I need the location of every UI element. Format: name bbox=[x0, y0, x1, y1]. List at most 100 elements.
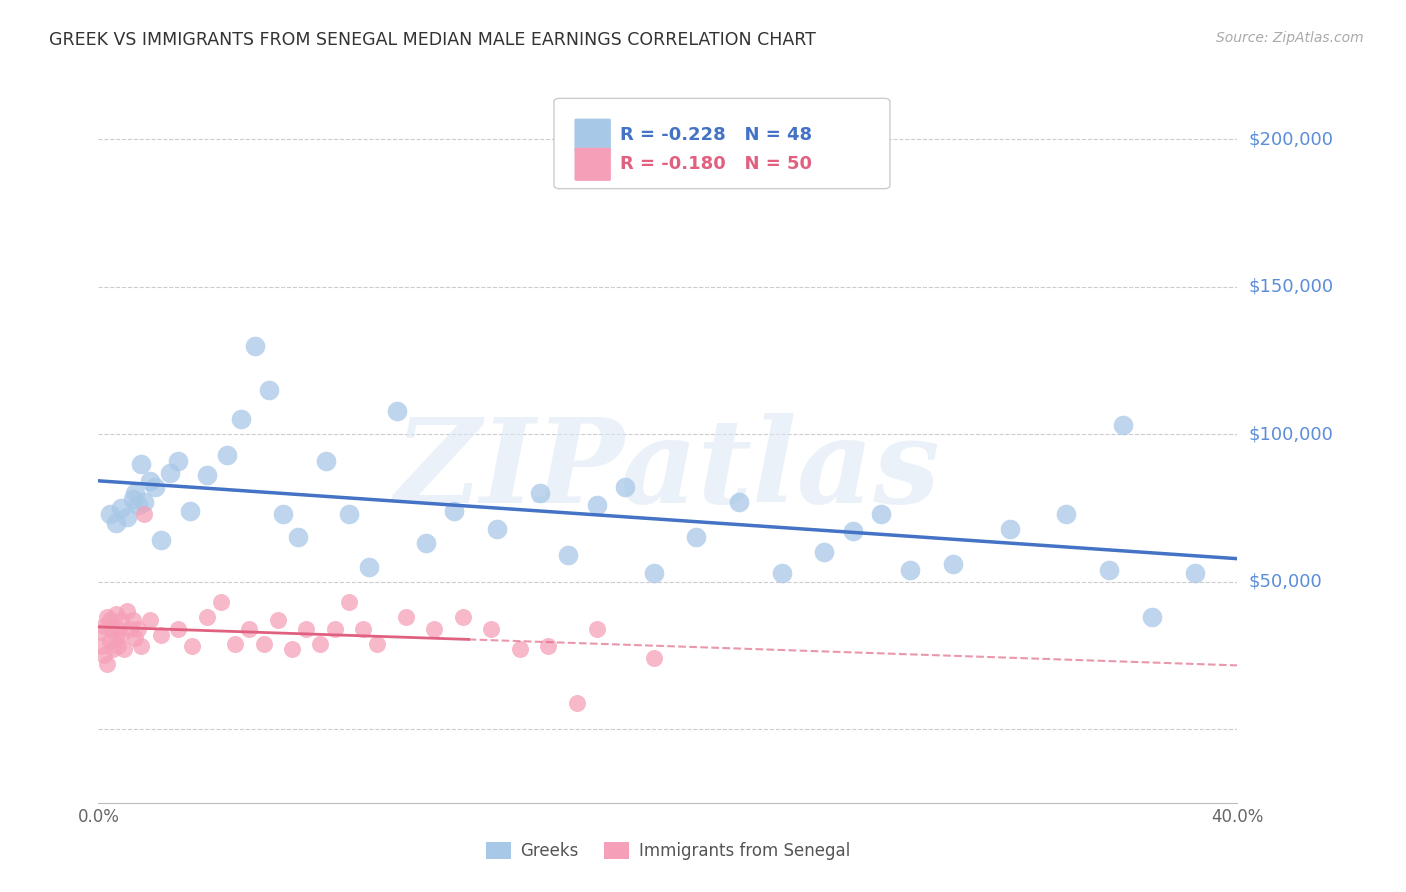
Point bbox=[387, 403, 409, 417]
Point bbox=[898, 563, 921, 577]
Point bbox=[252, 636, 274, 650]
Text: R = -0.228   N = 48: R = -0.228 N = 48 bbox=[620, 126, 813, 145]
Point bbox=[229, 412, 252, 426]
Point bbox=[315, 453, 337, 467]
Point bbox=[998, 522, 1021, 536]
Point bbox=[259, 383, 281, 397]
Point bbox=[138, 613, 160, 627]
Point bbox=[150, 533, 173, 548]
Point bbox=[93, 619, 115, 633]
Point bbox=[267, 613, 290, 627]
Point bbox=[585, 622, 607, 636]
Point bbox=[132, 507, 155, 521]
Point bbox=[167, 622, 190, 636]
Point bbox=[585, 498, 607, 512]
Text: $150,000: $150,000 bbox=[1249, 277, 1333, 296]
Point bbox=[509, 642, 531, 657]
Point bbox=[138, 475, 160, 489]
Point bbox=[357, 560, 380, 574]
Point bbox=[565, 696, 588, 710]
Point bbox=[323, 622, 346, 636]
Point bbox=[96, 610, 118, 624]
Point bbox=[295, 622, 318, 636]
Point bbox=[124, 486, 146, 500]
Point bbox=[1140, 610, 1163, 624]
Point bbox=[842, 524, 865, 539]
Point bbox=[159, 466, 181, 480]
Point bbox=[104, 631, 127, 645]
Point bbox=[870, 507, 893, 521]
Point bbox=[337, 507, 360, 521]
Point bbox=[942, 557, 965, 571]
Point bbox=[1098, 563, 1121, 577]
Point bbox=[614, 480, 637, 494]
Legend: Greeks, Immigrants from Senegal: Greeks, Immigrants from Senegal bbox=[479, 835, 856, 867]
Point bbox=[813, 545, 835, 559]
Point bbox=[98, 507, 121, 521]
Point bbox=[93, 648, 115, 663]
Point bbox=[281, 642, 304, 657]
Point bbox=[238, 622, 260, 636]
Point bbox=[112, 642, 135, 657]
Point bbox=[110, 500, 132, 515]
Point bbox=[415, 536, 437, 550]
Point bbox=[115, 509, 138, 524]
Point bbox=[90, 624, 112, 639]
Point bbox=[118, 622, 141, 636]
Point bbox=[557, 548, 579, 562]
Point bbox=[167, 453, 190, 467]
Text: $100,000: $100,000 bbox=[1249, 425, 1333, 443]
Point bbox=[104, 607, 127, 621]
Text: GREEK VS IMMIGRANTS FROM SENEGAL MEDIAN MALE EARNINGS CORRELATION CHART: GREEK VS IMMIGRANTS FROM SENEGAL MEDIAN … bbox=[49, 31, 815, 49]
Point bbox=[121, 491, 143, 506]
Point bbox=[451, 610, 474, 624]
Point bbox=[643, 651, 665, 665]
Point bbox=[127, 622, 149, 636]
Point bbox=[121, 613, 143, 627]
Point bbox=[224, 636, 246, 650]
FancyBboxPatch shape bbox=[575, 148, 612, 181]
Point bbox=[423, 622, 446, 636]
Point bbox=[96, 657, 118, 672]
Point bbox=[132, 495, 155, 509]
Point bbox=[195, 610, 218, 624]
Point bbox=[127, 498, 149, 512]
Point bbox=[129, 640, 152, 654]
Point bbox=[273, 507, 295, 521]
Point bbox=[395, 610, 418, 624]
FancyBboxPatch shape bbox=[575, 119, 612, 152]
Point bbox=[115, 604, 138, 618]
Point bbox=[98, 613, 121, 627]
Point bbox=[685, 530, 707, 544]
Text: ZIPatlas: ZIPatlas bbox=[395, 413, 941, 528]
Text: Source: ZipAtlas.com: Source: ZipAtlas.com bbox=[1216, 31, 1364, 45]
Point bbox=[181, 640, 204, 654]
Point bbox=[110, 628, 132, 642]
Point bbox=[243, 339, 266, 353]
Point bbox=[486, 522, 509, 536]
Point bbox=[1112, 418, 1135, 433]
Point bbox=[529, 486, 551, 500]
Point bbox=[309, 636, 332, 650]
Point bbox=[129, 457, 152, 471]
Text: $50,000: $50,000 bbox=[1249, 573, 1322, 591]
Point bbox=[124, 631, 146, 645]
Point bbox=[1184, 566, 1206, 580]
Point bbox=[287, 530, 309, 544]
Point bbox=[195, 468, 218, 483]
Point bbox=[107, 622, 129, 636]
Point bbox=[1056, 507, 1078, 521]
Point bbox=[770, 566, 793, 580]
Point bbox=[145, 480, 167, 494]
Point bbox=[107, 640, 129, 654]
Point bbox=[110, 613, 132, 627]
Point bbox=[479, 622, 502, 636]
Point bbox=[104, 516, 127, 530]
Point bbox=[443, 504, 465, 518]
Point bbox=[150, 628, 173, 642]
Point bbox=[215, 448, 238, 462]
Point bbox=[352, 622, 374, 636]
Point bbox=[98, 633, 121, 648]
FancyBboxPatch shape bbox=[554, 98, 890, 189]
Text: R = -0.180   N = 50: R = -0.180 N = 50 bbox=[620, 155, 813, 173]
